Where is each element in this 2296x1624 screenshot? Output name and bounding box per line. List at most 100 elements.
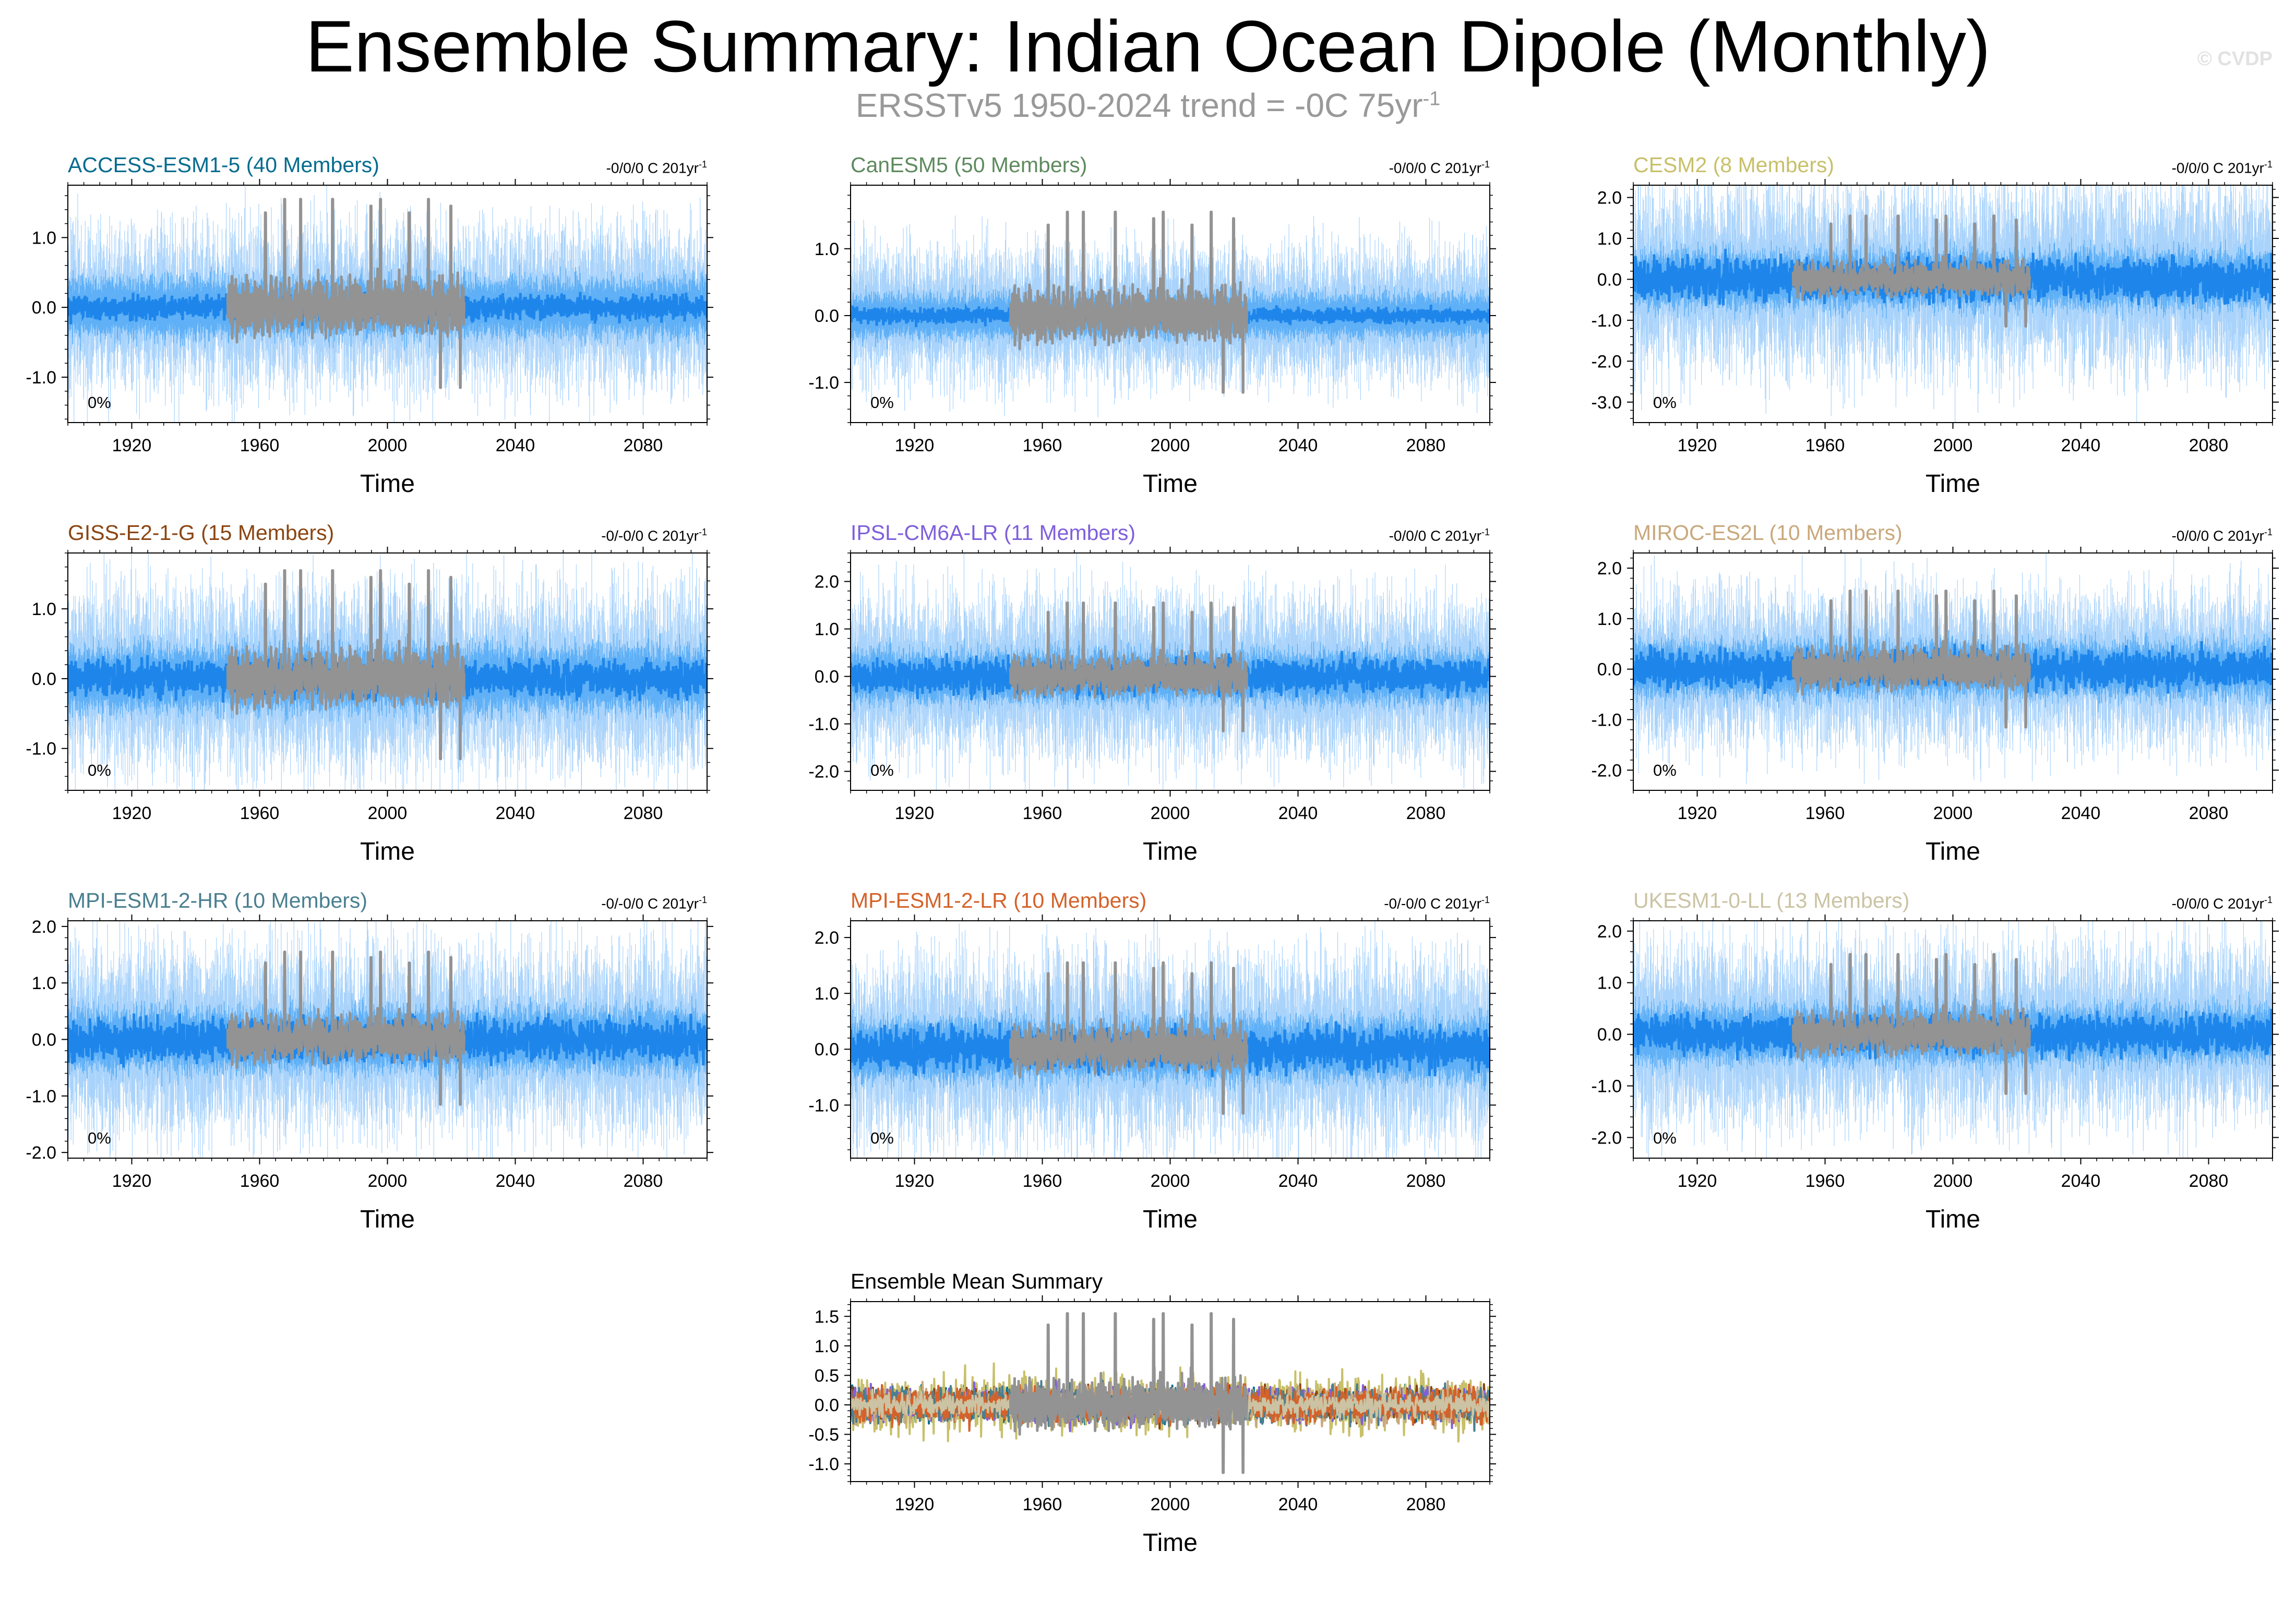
y-tick-label: -1.0 — [26, 368, 56, 388]
panel-trend-label: -0/-0/0 C 201yr-1 — [1177, 895, 1490, 912]
plot-frame — [1633, 552, 2273, 791]
x-tick-label: 2040 — [1278, 436, 1318, 455]
plot-area — [851, 921, 1490, 1158]
trend-text: -0/-0/0 C 201yr — [601, 895, 699, 912]
plot-area — [851, 553, 1490, 790]
x-tick-label: 1920 — [1678, 1171, 1717, 1191]
plot-frame — [67, 185, 708, 423]
x-tick-label: 1920 — [895, 1171, 935, 1191]
trend-exponent: -1 — [698, 895, 707, 905]
percent-label: 0% — [1653, 761, 1677, 779]
y-tick-label: 1.0 — [815, 984, 839, 1004]
x-axis-title: Time — [360, 1206, 415, 1233]
x-tick-label: 2080 — [1406, 1495, 1446, 1514]
y-tick-label: -1.0 — [808, 715, 839, 735]
model-mean-line — [851, 1380, 1490, 1430]
y-tick-label: 2.0 — [815, 572, 839, 592]
ensemble-range-band — [68, 262, 707, 351]
x-tick-label: 1920 — [1678, 436, 1717, 455]
x-tick-label: 2000 — [368, 803, 408, 823]
ensemble-members-envelope — [1633, 185, 2273, 423]
y-tick-label: 2.0 — [1597, 922, 1622, 942]
observations-line — [1009, 1312, 1248, 1474]
y-tick-label: -1.0 — [808, 373, 839, 393]
y-tick-label: 2.0 — [1597, 188, 1622, 208]
x-tick-label: 2040 — [2061, 803, 2101, 823]
y-tick-label: 0.0 — [815, 667, 839, 687]
y-tick-label: -3.0 — [1591, 393, 1622, 413]
panel-title: MIROC-ES2L (10 Members) — [1633, 521, 1903, 545]
trend-text: -0/0/0 C 201yr — [1389, 160, 1481, 176]
y-tick-label: -1.0 — [26, 739, 56, 759]
observations-line — [226, 569, 465, 761]
y-tick-label: 1.5 — [815, 1307, 839, 1327]
model-mean-line — [851, 1381, 1490, 1432]
x-tick-label: 1960 — [240, 1171, 280, 1191]
panel-trend-label: -0/0/0 C 201yr-1 — [1959, 895, 2273, 912]
x-axis-title: Time — [1926, 838, 1980, 865]
trend-exponent: -1 — [698, 527, 707, 537]
y-tick-label: 1.0 — [1597, 973, 1622, 993]
x-tick-label: 2040 — [2061, 436, 2101, 455]
trend-exponent: -1 — [1481, 895, 1490, 905]
y-tick-label: 0.0 — [32, 669, 56, 689]
y-tick-label: -1.0 — [1591, 311, 1622, 331]
subtitle-text: ERSSTv5 1950-2024 trend = -0C 75yr — [855, 87, 1423, 124]
ensemble-mean-line — [68, 654, 707, 703]
x-tick-label: 2040 — [1278, 803, 1318, 823]
y-tick-label: -2.0 — [1591, 1128, 1622, 1148]
x-tick-label: 2040 — [496, 1171, 535, 1191]
y-tick-label: 0.5 — [815, 1366, 839, 1386]
observations-line — [1791, 953, 2031, 1095]
plot-area — [68, 921, 707, 1158]
x-tick-label: 1920 — [895, 803, 935, 823]
x-tick-label: 1920 — [112, 1171, 152, 1191]
plot-frame — [850, 552, 1490, 791]
y-tick-label: -1.0 — [26, 1087, 56, 1106]
plot-frame — [67, 920, 708, 1159]
model-mean-line — [851, 1387, 1490, 1423]
x-tick-label: 2000 — [1151, 803, 1190, 823]
ensemble-range-band — [68, 628, 707, 728]
model-mean-line — [851, 1379, 1490, 1432]
ensemble-members-envelope — [68, 921, 707, 1158]
percent-label: 0% — [870, 761, 894, 779]
panel-trend-label: -0/0/0 C 201yr-1 — [1959, 159, 2273, 176]
y-tick-label: 0.0 — [1597, 660, 1622, 680]
ensemble-mean-line — [851, 651, 1490, 701]
ensemble-range-band — [1633, 237, 2273, 321]
panel-title: IPSL-CM6A-LR (11 Members) — [851, 521, 1136, 545]
model-mean-line — [851, 1383, 1490, 1430]
x-tick-label: 2080 — [624, 1171, 663, 1191]
ensemble-range-band — [851, 1000, 1490, 1097]
x-axis-title: Time — [1143, 1529, 1198, 1557]
x-tick-label: 2080 — [2189, 1171, 2229, 1191]
x-tick-label: 1960 — [1805, 1171, 1845, 1191]
ensemble-members-envelope — [851, 215, 1490, 417]
x-tick-label: 2080 — [1406, 1171, 1446, 1191]
x-tick-label: 2080 — [624, 436, 663, 455]
y-tick-label: 0.0 — [815, 1040, 839, 1060]
x-axis-title: Time — [1926, 470, 1980, 498]
y-tick-label: -1.0 — [1591, 710, 1622, 730]
x-tick-label: 2000 — [1151, 1171, 1190, 1191]
ensemble-range-band — [1633, 990, 2273, 1077]
x-tick-label: 2000 — [1933, 1171, 1973, 1191]
x-axis-title: Time — [1143, 838, 1198, 865]
y-tick-label: 0.0 — [815, 306, 839, 326]
y-tick-label: -1.0 — [808, 1096, 839, 1115]
x-tick-label: 2000 — [1151, 436, 1190, 455]
y-tick-label: 1.0 — [815, 620, 839, 640]
x-tick-label: 1960 — [1023, 803, 1062, 823]
y-tick-label: 0.0 — [32, 1030, 56, 1050]
panel-title: GISS-E2-1-G (15 Members) — [68, 521, 334, 545]
observations-line — [226, 951, 465, 1106]
plot-frame — [1633, 920, 2273, 1159]
panel-title: ACCESS-ESM1-5 (40 Members) — [68, 153, 379, 177]
panel-trend-label: -0/0/0 C 201yr-1 — [1177, 159, 1490, 176]
trend-text: -0/0/0 C 201yr — [2171, 895, 2264, 912]
x-tick-label: 2080 — [624, 803, 663, 823]
